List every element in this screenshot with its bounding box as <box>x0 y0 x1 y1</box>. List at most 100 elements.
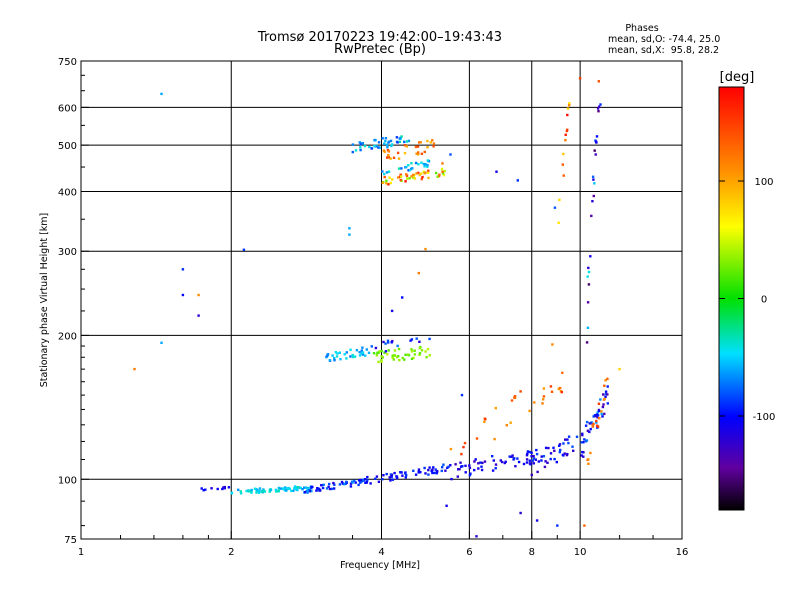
data-point <box>391 178 394 181</box>
data-point <box>562 442 565 445</box>
data-point <box>512 458 515 461</box>
data-point <box>397 167 401 170</box>
data-point <box>561 371 564 374</box>
data-point <box>553 457 556 461</box>
data-point <box>383 150 386 154</box>
x-tick-label: 8 <box>529 547 535 558</box>
data-point <box>449 464 452 467</box>
data-point <box>358 141 361 144</box>
data-point <box>513 396 516 399</box>
data-point <box>377 480 381 483</box>
data-point <box>491 455 494 458</box>
data-point <box>396 344 399 348</box>
data-point <box>306 491 309 494</box>
data-point <box>343 353 346 356</box>
data-point <box>456 475 459 478</box>
data-point <box>562 174 565 177</box>
data-point <box>326 353 330 356</box>
data-point <box>400 167 403 170</box>
data-point <box>414 145 418 149</box>
data-point <box>420 161 423 164</box>
data-point <box>536 470 539 474</box>
data-point <box>351 150 354 154</box>
data-point <box>587 270 591 274</box>
data-point <box>495 170 498 173</box>
data-point <box>286 487 289 490</box>
data-point <box>458 468 461 471</box>
data-point <box>602 393 605 396</box>
data-point <box>350 480 354 483</box>
data-point <box>197 293 200 297</box>
data-point <box>292 489 295 492</box>
data-point <box>475 437 479 440</box>
data-point <box>513 395 517 398</box>
data-point <box>375 475 379 478</box>
data-point <box>504 460 507 463</box>
data-point <box>557 387 560 390</box>
data-point <box>591 200 594 203</box>
data-point <box>381 137 384 140</box>
data-point <box>412 469 415 472</box>
data-point <box>491 469 495 472</box>
data-point <box>389 181 392 185</box>
data-point <box>377 360 380 364</box>
data-point <box>385 179 388 182</box>
data-point <box>584 440 588 443</box>
x-tick-label: 4 <box>378 547 384 558</box>
data-point <box>604 379 607 382</box>
data-point <box>597 402 601 405</box>
data-point <box>258 487 262 490</box>
data-point <box>385 182 388 185</box>
data-point <box>551 343 554 346</box>
data-point <box>306 488 310 491</box>
data-point <box>428 354 431 357</box>
data-point <box>338 351 341 354</box>
data-point <box>306 490 310 493</box>
data-point <box>499 459 502 462</box>
data-point <box>345 351 348 354</box>
y-tick-label: 400 <box>58 187 77 198</box>
data-point <box>598 417 601 420</box>
data-point <box>222 486 225 489</box>
data-point <box>588 422 591 425</box>
data-point <box>441 170 444 173</box>
data-point <box>418 347 421 350</box>
data-point <box>589 255 592 258</box>
data-point <box>298 486 301 489</box>
data-point <box>223 487 226 490</box>
data-point <box>473 468 476 472</box>
data-point <box>568 102 571 105</box>
data-point <box>606 377 609 381</box>
data-point <box>565 129 569 133</box>
data-point <box>378 146 381 149</box>
data-point <box>595 413 599 416</box>
data-point <box>587 462 590 465</box>
data-point <box>415 172 418 175</box>
data-point <box>263 490 267 493</box>
data-point <box>593 182 596 185</box>
data-point <box>377 146 380 149</box>
data-point <box>535 519 539 522</box>
data-point <box>404 353 407 356</box>
data-point <box>441 466 444 469</box>
data-point <box>349 355 352 358</box>
data-point <box>412 356 415 360</box>
data-point <box>253 487 257 490</box>
data-point <box>387 170 391 173</box>
data-point <box>553 206 557 209</box>
data-point <box>598 105 601 108</box>
data-point <box>382 149 386 152</box>
data-point <box>277 489 280 492</box>
x-tick-label: 10 <box>574 547 587 558</box>
data-point <box>528 450 531 454</box>
data-point <box>420 152 424 155</box>
data-point <box>592 194 595 198</box>
data-point <box>387 349 390 352</box>
data-point <box>282 487 285 490</box>
data-point <box>432 142 436 145</box>
data-point <box>580 441 584 444</box>
data-point <box>340 480 344 484</box>
data-point <box>401 474 404 477</box>
data-point <box>469 472 472 475</box>
data-point <box>351 353 354 357</box>
